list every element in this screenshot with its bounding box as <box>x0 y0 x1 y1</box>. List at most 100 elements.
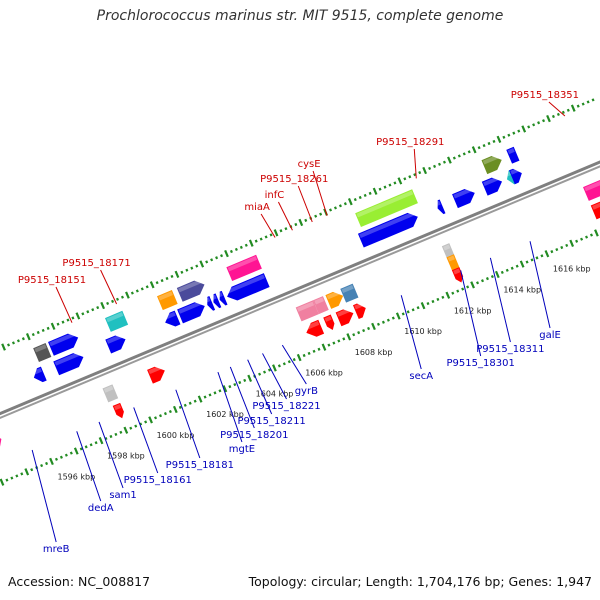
gene-feature <box>176 278 205 302</box>
gene-label-bottom: mreB <box>43 544 70 555</box>
gene-body <box>33 343 52 363</box>
tick-bottom <box>158 414 162 418</box>
tick-bottom <box>54 457 58 461</box>
tick-top <box>234 247 238 252</box>
gene-highlight <box>341 284 354 294</box>
gene-highlight <box>211 294 217 300</box>
leader-line <box>100 269 118 305</box>
genome-summary-text: Topology: circular; Length: 1,704,176 bp… <box>248 574 592 589</box>
tick-bottom <box>208 393 212 397</box>
tick-bottom <box>243 378 247 382</box>
tick-top <box>581 102 585 106</box>
gene-highlight <box>106 333 124 344</box>
tick-top <box>442 160 446 164</box>
tick-bottom <box>490 274 494 279</box>
tick-top <box>329 208 333 212</box>
tick-top <box>452 156 456 160</box>
gene-feature <box>340 283 359 303</box>
gene-highlight <box>314 297 324 305</box>
tick-top <box>229 249 233 254</box>
gene-feature <box>112 402 124 419</box>
tick-top <box>140 287 144 291</box>
gene-body <box>355 189 418 228</box>
tick-top <box>81 312 85 316</box>
tick-bottom <box>10 476 14 480</box>
tick-bottom <box>73 447 79 455</box>
gene-feature <box>352 302 366 320</box>
gene-feature <box>225 273 270 301</box>
gene-body <box>112 402 124 419</box>
gene-body <box>509 168 522 185</box>
scale-label: 1600 kbp <box>157 431 195 440</box>
gene-highlight <box>584 169 600 192</box>
gene-feature <box>157 290 178 311</box>
gene-feature <box>0 434 2 450</box>
tick-bottom <box>585 235 589 239</box>
tick-top <box>298 218 304 227</box>
tick-top <box>190 266 194 270</box>
tick-bottom <box>485 277 489 281</box>
gene-label-bottom: galE <box>539 330 561 341</box>
tick-top <box>438 162 442 166</box>
gene-feature <box>323 314 335 330</box>
tick-bottom <box>49 457 54 466</box>
gene-highlight <box>443 244 451 251</box>
gene-body <box>102 384 119 403</box>
tick-top <box>7 343 11 347</box>
tick-top <box>561 110 565 114</box>
tick-top <box>532 123 536 127</box>
gene-body <box>213 293 222 309</box>
tick-top <box>512 131 516 135</box>
tick-top <box>408 175 412 179</box>
tick-bottom <box>188 401 192 405</box>
leader-line <box>260 213 276 238</box>
leader-line <box>175 389 201 459</box>
tick-bottom <box>183 403 187 407</box>
tick-top <box>502 135 506 139</box>
tick-bottom <box>84 445 88 449</box>
gene-body <box>357 212 418 248</box>
gene-label-bottom: P9515_18161 <box>124 475 192 486</box>
tick-top <box>521 125 527 133</box>
gene-feature <box>583 168 600 201</box>
tick-bottom <box>395 312 401 320</box>
tick-top <box>517 129 521 133</box>
tick-bottom <box>197 395 203 403</box>
gene-highlight <box>227 256 258 272</box>
gene-body <box>340 283 359 303</box>
gene-highlight <box>178 300 203 314</box>
tick-top <box>130 291 134 295</box>
tick-bottom <box>154 416 158 420</box>
tick-bottom <box>119 430 123 434</box>
tick-bottom <box>391 316 395 320</box>
leader-line <box>98 421 124 489</box>
tick-top <box>333 206 337 210</box>
tick-top <box>21 337 25 341</box>
tick-top <box>165 276 169 281</box>
tick-top <box>542 119 546 123</box>
tick-top <box>46 326 50 330</box>
gene-feature <box>226 254 262 282</box>
gene-feature <box>481 154 502 175</box>
gene-highlight <box>205 297 211 303</box>
tick-top <box>338 204 342 208</box>
tick-top <box>462 152 466 156</box>
gene-body <box>53 353 84 376</box>
tick-top <box>125 291 130 299</box>
tick-bottom <box>247 374 253 382</box>
tick-bottom <box>307 351 311 355</box>
tick-top <box>36 330 40 335</box>
tick-top <box>224 249 229 258</box>
tick-bottom <box>277 364 281 368</box>
gene-highlight <box>218 292 223 298</box>
gene-label-bottom: mgtE <box>229 444 255 455</box>
tick-bottom <box>337 339 341 343</box>
tick-top <box>269 233 273 237</box>
gene-body <box>226 254 262 282</box>
tick-top <box>428 166 432 171</box>
tick-top <box>556 112 560 117</box>
tick-top <box>31 333 35 337</box>
gene-highlight <box>49 331 77 347</box>
tick-bottom <box>461 287 465 291</box>
